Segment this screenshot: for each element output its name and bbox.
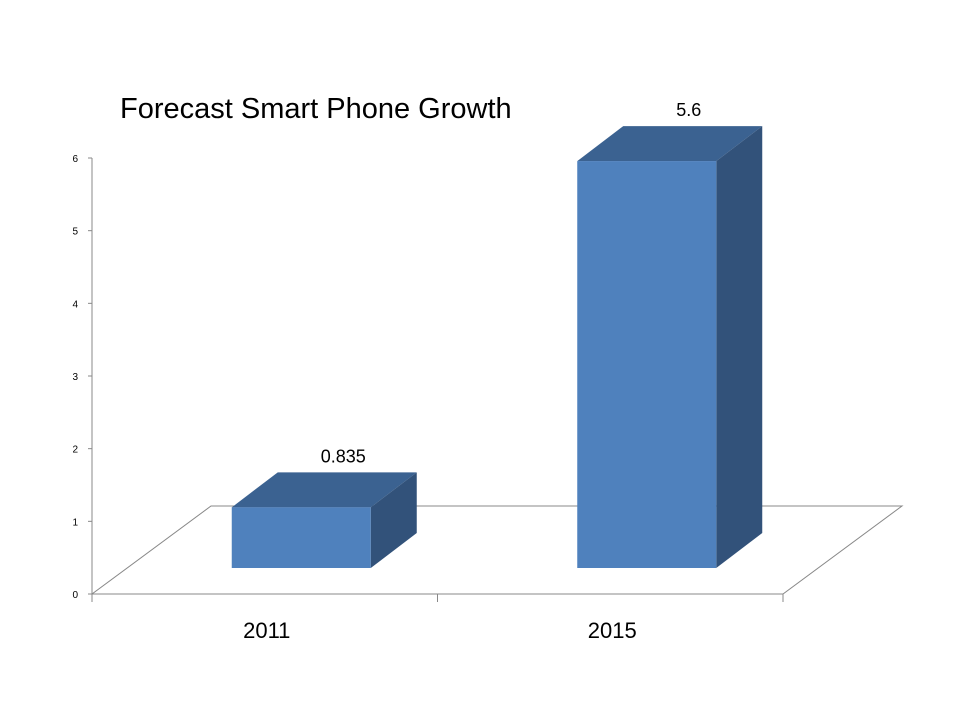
floor-plane (90, 505, 904, 595)
bar-front-face (231, 507, 371, 568)
y-tick-label: 2 (72, 445, 78, 456)
bar-side-face (370, 472, 417, 568)
y-tick-label: 4 (72, 299, 78, 310)
bar-2011: 0.835 (231, 446, 417, 568)
y-tick-label: 1 (72, 517, 78, 528)
bar-2015: 5.6 (577, 100, 763, 569)
bar-front-face (577, 161, 717, 569)
y-tick-label: 5 (72, 227, 78, 238)
data-label: 0.835 (321, 446, 366, 466)
y-tick-label: 3 (72, 372, 78, 383)
y-tick-label: 0 (72, 590, 78, 601)
bar-side-face (716, 126, 763, 569)
bar-top-face (231, 472, 417, 508)
data-label: 5.6 (676, 100, 701, 120)
bar-top-face (577, 126, 763, 162)
x-tick-label: 2011 (243, 618, 290, 643)
x-tick-label: 2015 (588, 618, 637, 643)
chart-title: Forecast Smart Phone Growth (120, 93, 512, 125)
y-tick-label: 6 (72, 154, 78, 165)
